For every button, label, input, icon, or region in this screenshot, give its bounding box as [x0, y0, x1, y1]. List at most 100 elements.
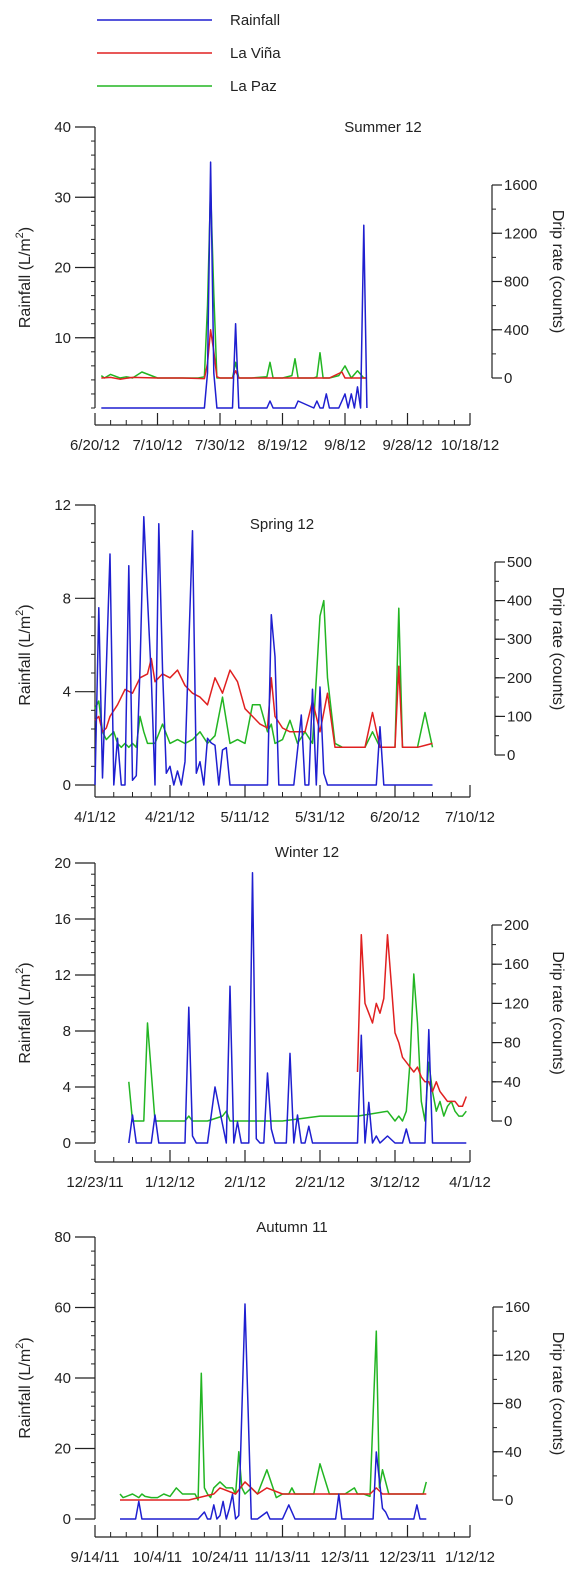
panel-title: Spring 12 [250, 516, 314, 533]
y-axis-title-sup: 2 [14, 968, 26, 974]
x-tick-label: 4/1/12 [74, 809, 116, 826]
x-tick-label: 5/11/12 [221, 809, 270, 826]
x-tick-label: 6/20/12 [70, 437, 120, 454]
y-tick-label: 0 [63, 777, 71, 794]
y2-tick-label: 800 [504, 274, 529, 291]
series-line-rainfall [128, 872, 467, 1144]
x-tick-label: 2/21/12 [295, 1174, 345, 1191]
y-tick-label: 40 [54, 1370, 71, 1387]
x-tick-label: 8/19/12 [257, 437, 307, 454]
series-line-rainfall [101, 161, 368, 409]
y-tick-label: 80 [54, 1229, 71, 1246]
y-tick-label: 20 [54, 1441, 71, 1458]
series-line-rainfall [120, 1303, 427, 1520]
x-tick-label: 1/12/12 [445, 1549, 495, 1566]
series-line-la-vi-a [120, 1481, 427, 1501]
y2-tick-label: 300 [507, 631, 532, 648]
x-tick-label: 1/12/12 [145, 1174, 195, 1191]
y-tick-label: 8 [63, 1023, 71, 1040]
y2-tick-label: 40 [504, 1074, 521, 1091]
x-tick-label: 2/1/12 [224, 1174, 266, 1191]
y-axis-title-close: ) [17, 1337, 34, 1342]
x-tick-label: 9/14/11 [71, 1549, 120, 1566]
y-axis-title: Rainfall (L/m2) [14, 604, 34, 705]
y2-tick-label: 0 [507, 747, 515, 764]
x-tick-label: 12/3/11 [321, 1549, 370, 1566]
y2-tick-label: 160 [505, 1299, 530, 1316]
y-tick-label: 8 [63, 590, 71, 607]
y-axis-title-close: ) [17, 227, 34, 232]
y2-tick-label: 120 [504, 995, 529, 1012]
y2-tick-label: 0 [505, 1492, 513, 1509]
y-axis-title-text: Rainfall (L/m [17, 974, 34, 1064]
y2-tick-label: 80 [504, 1035, 521, 1052]
y2-tick-label: 40 [505, 1444, 522, 1461]
y-tick-label: 12 [54, 967, 71, 984]
series-line-la-paz [128, 973, 467, 1122]
y2-tick-label: 80 [505, 1396, 522, 1413]
y-tick-label: 10 [54, 330, 71, 347]
y-axis-title-sup: 2 [14, 610, 26, 616]
y-tick-label: 20 [54, 260, 71, 277]
y-axis-title-close: ) [17, 962, 34, 967]
y-tick-label: 30 [54, 189, 71, 206]
y-axis-title-sup: 2 [14, 232, 26, 238]
series-line-la-vi-a [94, 657, 433, 749]
y2-tick-label: 500 [507, 554, 532, 571]
y-axis-title-text: Rainfall (L/m [17, 616, 34, 706]
panel-autumn-11: Autumn 11 0 20 40 60 80 Rainfall (L/m2) 0 40 80 12… [14, 1219, 566, 1566]
panel-title: Summer 12 [344, 119, 422, 136]
x-tick-label: 7/10/12 [132, 437, 182, 454]
y-axis-title-text: Rainfall (L/m [17, 1349, 34, 1439]
series-line-la-vi-a [101, 329, 367, 380]
x-tick-label: 12/23/11 [379, 1549, 436, 1566]
y2-tick-label: 100 [507, 708, 532, 725]
y-tick-label: 40 [54, 119, 71, 136]
y2-axis-title: Drip rate (counts) [549, 587, 566, 711]
y2-tick-label: 0 [504, 1113, 512, 1130]
y2-tick-label: 0 [504, 370, 512, 387]
x-tick-label: 6/20/12 [370, 809, 420, 826]
y-tick-label: 4 [63, 1079, 71, 1096]
y-axis-title: Rainfall (L/m2) [14, 962, 34, 1063]
y-tick-label: 16 [54, 911, 71, 928]
y2-tick-label: 1600 [504, 177, 537, 194]
x-tick-label: 9/8/12 [324, 437, 366, 454]
legend-label: La Viña [230, 45, 281, 62]
y-axis-title: Rainfall (L/m2) [14, 227, 34, 328]
y-tick-label: 12 [54, 497, 71, 514]
y2-tick-label: 160 [504, 956, 529, 973]
y-tick-label: 20 [54, 855, 71, 872]
y2-tick-label: 120 [505, 1347, 530, 1364]
legend: Rainfall La Viña La Paz [97, 12, 281, 95]
x-tick-label: 4/21/12 [145, 809, 195, 826]
x-tick-label: 10/4/11 [133, 1549, 182, 1566]
series-line-la-paz [119, 1330, 428, 1501]
series-line-rainfall [94, 515, 433, 786]
y2-tick-label: 200 [504, 917, 529, 934]
y2-tick-label: 1200 [504, 225, 537, 242]
legend-label: La Paz [230, 78, 277, 95]
y-tick-label: 0 [63, 1135, 71, 1152]
x-tick-label: 7/10/12 [445, 809, 495, 826]
y2-tick-label: 400 [504, 322, 529, 339]
y-axis-title-close: ) [17, 604, 34, 609]
x-tick-label: 4/1/12 [449, 1174, 491, 1191]
panel-title: Winter 12 [275, 844, 339, 861]
y2-tick-label: 200 [507, 670, 532, 687]
x-tick-label: 3/12/12 [370, 1174, 420, 1191]
x-tick-label: 11/13/11 [254, 1549, 310, 1566]
y2-axis-title: Drip rate (counts) [549, 951, 566, 1075]
panel-title: Autumn 11 [256, 1219, 327, 1236]
x-tick-label: 10/18/12 [441, 437, 499, 454]
y-axis-title-text: Rainfall (L/m [17, 238, 34, 328]
x-tick-label: 7/30/12 [195, 437, 245, 454]
panel-summer-12: Summer 12 10 20 30 40 Rainfall (L/m2) 0 400 800 1… [14, 119, 566, 454]
y-axis-title: Rainfall (L/m2) [14, 1337, 34, 1438]
y2-tick-label: 400 [507, 593, 532, 610]
panel-winter-12: Winter 12 0 4 8 12 16 20 Rainfall (L/m2) 0 40 80 12… [14, 844, 566, 1191]
series-line-la-vi-a [356, 934, 467, 1108]
